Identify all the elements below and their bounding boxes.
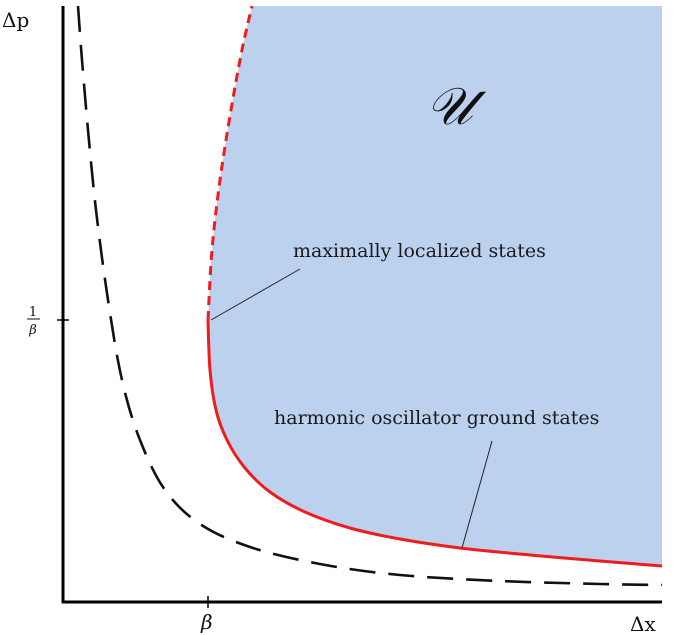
x-axis-label: Δx <box>630 612 656 635</box>
harmonic-ground-annotation: harmonic oscillator ground states <box>274 407 599 429</box>
harmonic-ground-pointer <box>461 440 493 549</box>
max-localized-pointer <box>210 268 301 321</box>
harmonic-ground-states-boundary <box>206 319 663 568</box>
x-tick-label: β <box>200 610 213 634</box>
maximally-localized-boundary <box>206 5 254 321</box>
y-tick-numerator: 1 <box>29 305 37 320</box>
y-tick-fraction: 1 β <box>27 305 40 338</box>
uncertainty-hyperbola <box>76 5 663 587</box>
y-tick-denominator: β <box>28 323 37 338</box>
y-axis-label: Δp <box>2 8 29 32</box>
uncertainty-region-fill <box>208 6 662 566</box>
max-localized-annotation: maximally localized states <box>293 240 546 262</box>
